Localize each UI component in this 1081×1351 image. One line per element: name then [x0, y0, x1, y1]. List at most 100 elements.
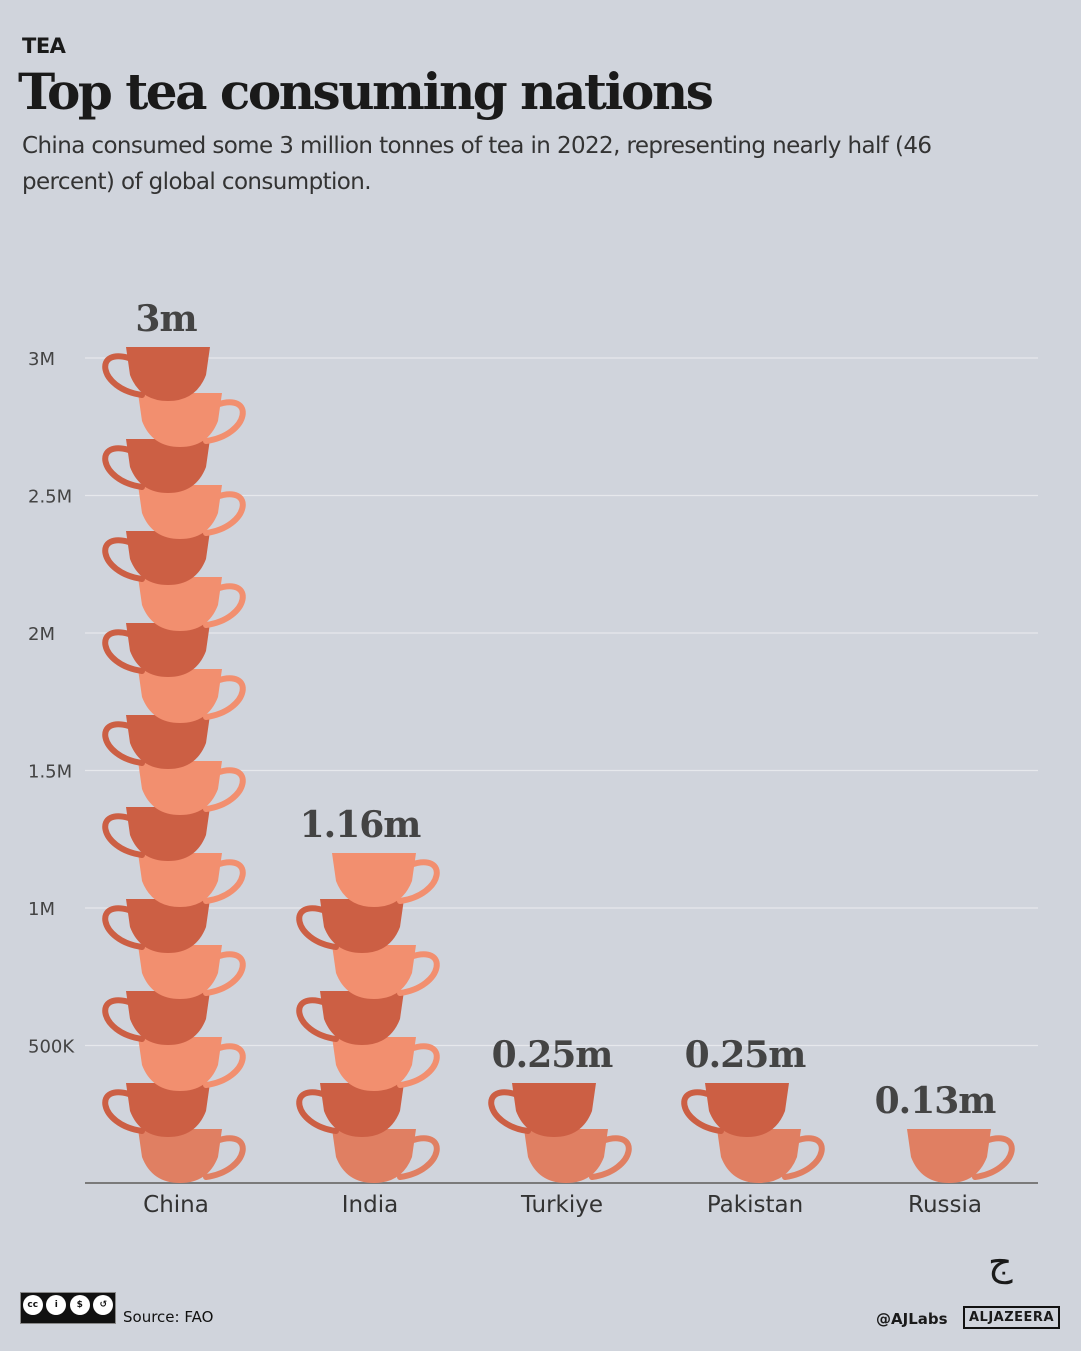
cup-handle: [203, 491, 246, 536]
cup-handle: [589, 1135, 632, 1180]
cup-mark: [138, 485, 246, 539]
bar-china: [102, 347, 246, 1183]
cup-mark: [138, 393, 246, 447]
cup-mark: [102, 623, 210, 677]
y-tick-label: 500K: [28, 1037, 75, 1058]
cup-handle: [681, 1089, 724, 1134]
y-tick-label: 2M: [28, 624, 55, 645]
cup-body: [138, 577, 222, 631]
cup-body: [138, 393, 222, 447]
cup-mark: [296, 899, 404, 953]
cup-mark: [138, 669, 246, 723]
cup-handle: [102, 721, 145, 766]
cup-mark: [296, 991, 404, 1045]
x-tick-label: India: [342, 1192, 398, 1218]
cup-handle: [397, 859, 440, 904]
cup-body: [126, 439, 210, 493]
cup-mark: [102, 1083, 210, 1137]
cup-mark: [102, 347, 210, 401]
cup-handle: [203, 675, 246, 720]
cup-mark: [102, 715, 210, 769]
by-icon: i: [46, 1295, 67, 1315]
cup-mark: [138, 577, 246, 631]
handle: @AJLabs: [876, 1310, 948, 1328]
data-label: 0.25m: [685, 1034, 807, 1076]
cup-mark: [488, 1083, 596, 1137]
cup-body: [126, 623, 210, 677]
cup-body: [138, 1037, 222, 1091]
cup-body: [126, 715, 210, 769]
cup-handle: [102, 997, 145, 1042]
cup-mark: [717, 1129, 825, 1183]
cup-handle: [203, 1135, 246, 1180]
creative-commons-badge: cc i $ ↺: [20, 1292, 116, 1324]
bar-russia: [907, 1129, 1015, 1183]
cup-body: [126, 1083, 210, 1137]
cup-body: [320, 899, 404, 953]
x-tick-label: Turkiye: [520, 1192, 603, 1218]
cup-mark: [102, 439, 210, 493]
bar-india: [296, 853, 440, 1183]
y-tick-label: 1M: [28, 899, 55, 920]
cup-mark: [524, 1129, 632, 1183]
cup-mark: [138, 853, 246, 907]
page-title: Top tea consuming nations: [18, 62, 714, 121]
cup-handle: [203, 767, 246, 812]
cup-handle: [397, 1043, 440, 1088]
cup-body: [126, 531, 210, 585]
cup-body: [320, 991, 404, 1045]
cup-body: [138, 945, 222, 999]
cup-body: [512, 1083, 596, 1137]
cup-body: [126, 347, 210, 401]
cup-body: [138, 853, 222, 907]
cup-body: [332, 853, 416, 907]
cup-mark: [102, 899, 210, 953]
data-label: 0.13m: [875, 1080, 997, 1122]
cup-handle: [203, 859, 246, 904]
cup-body: [332, 945, 416, 999]
cup-handle: [102, 353, 145, 398]
x-tick-label: Pakistan: [707, 1192, 803, 1218]
cup-body: [126, 899, 210, 953]
subtitle: China consumed some 3 million tonnes of …: [22, 133, 932, 195]
cup-handle: [296, 1089, 339, 1134]
cup-body: [332, 1037, 416, 1091]
cup-handle: [102, 537, 145, 582]
cup-handle: [296, 905, 339, 950]
cup-handle: [296, 997, 339, 1042]
cc-icon: cc: [22, 1295, 43, 1315]
cup-mark: [102, 807, 210, 861]
cup-handle: [972, 1135, 1015, 1180]
cup-handle: [203, 583, 246, 628]
cup-handle: [488, 1089, 531, 1134]
cup-mark: [681, 1083, 789, 1137]
cup-body: [126, 991, 210, 1045]
y-tick-label: 3M: [28, 349, 55, 370]
nc-icon: $: [69, 1295, 90, 1315]
cup-handle: [102, 1089, 145, 1134]
cup-body: [126, 807, 210, 861]
cup-mark: [332, 1037, 440, 1091]
y-tick-label: 1.5M: [28, 762, 72, 783]
sa-icon: ↺: [93, 1295, 114, 1315]
cup-mark: [296, 1083, 404, 1137]
kicker: TEA: [22, 34, 66, 58]
cup-mark: [102, 991, 210, 1045]
cup-handle: [102, 629, 145, 674]
brand: ALJAZEERA: [963, 1306, 1061, 1329]
cup-mark: [102, 531, 210, 585]
cup-mark: [138, 1129, 246, 1183]
cup-body: [138, 1129, 222, 1183]
source: Source: FAO: [123, 1308, 214, 1326]
cup-mark: [332, 945, 440, 999]
data-label: 0.25m: [492, 1034, 614, 1076]
cup-handle: [102, 905, 145, 950]
cup-body: [524, 1129, 608, 1183]
cup-mark: [332, 853, 440, 907]
cup-handle: [102, 813, 145, 858]
cup-handle: [203, 399, 246, 444]
cup-handle: [203, 951, 246, 996]
cup-body: [138, 761, 222, 815]
cup-handle: [397, 951, 440, 996]
